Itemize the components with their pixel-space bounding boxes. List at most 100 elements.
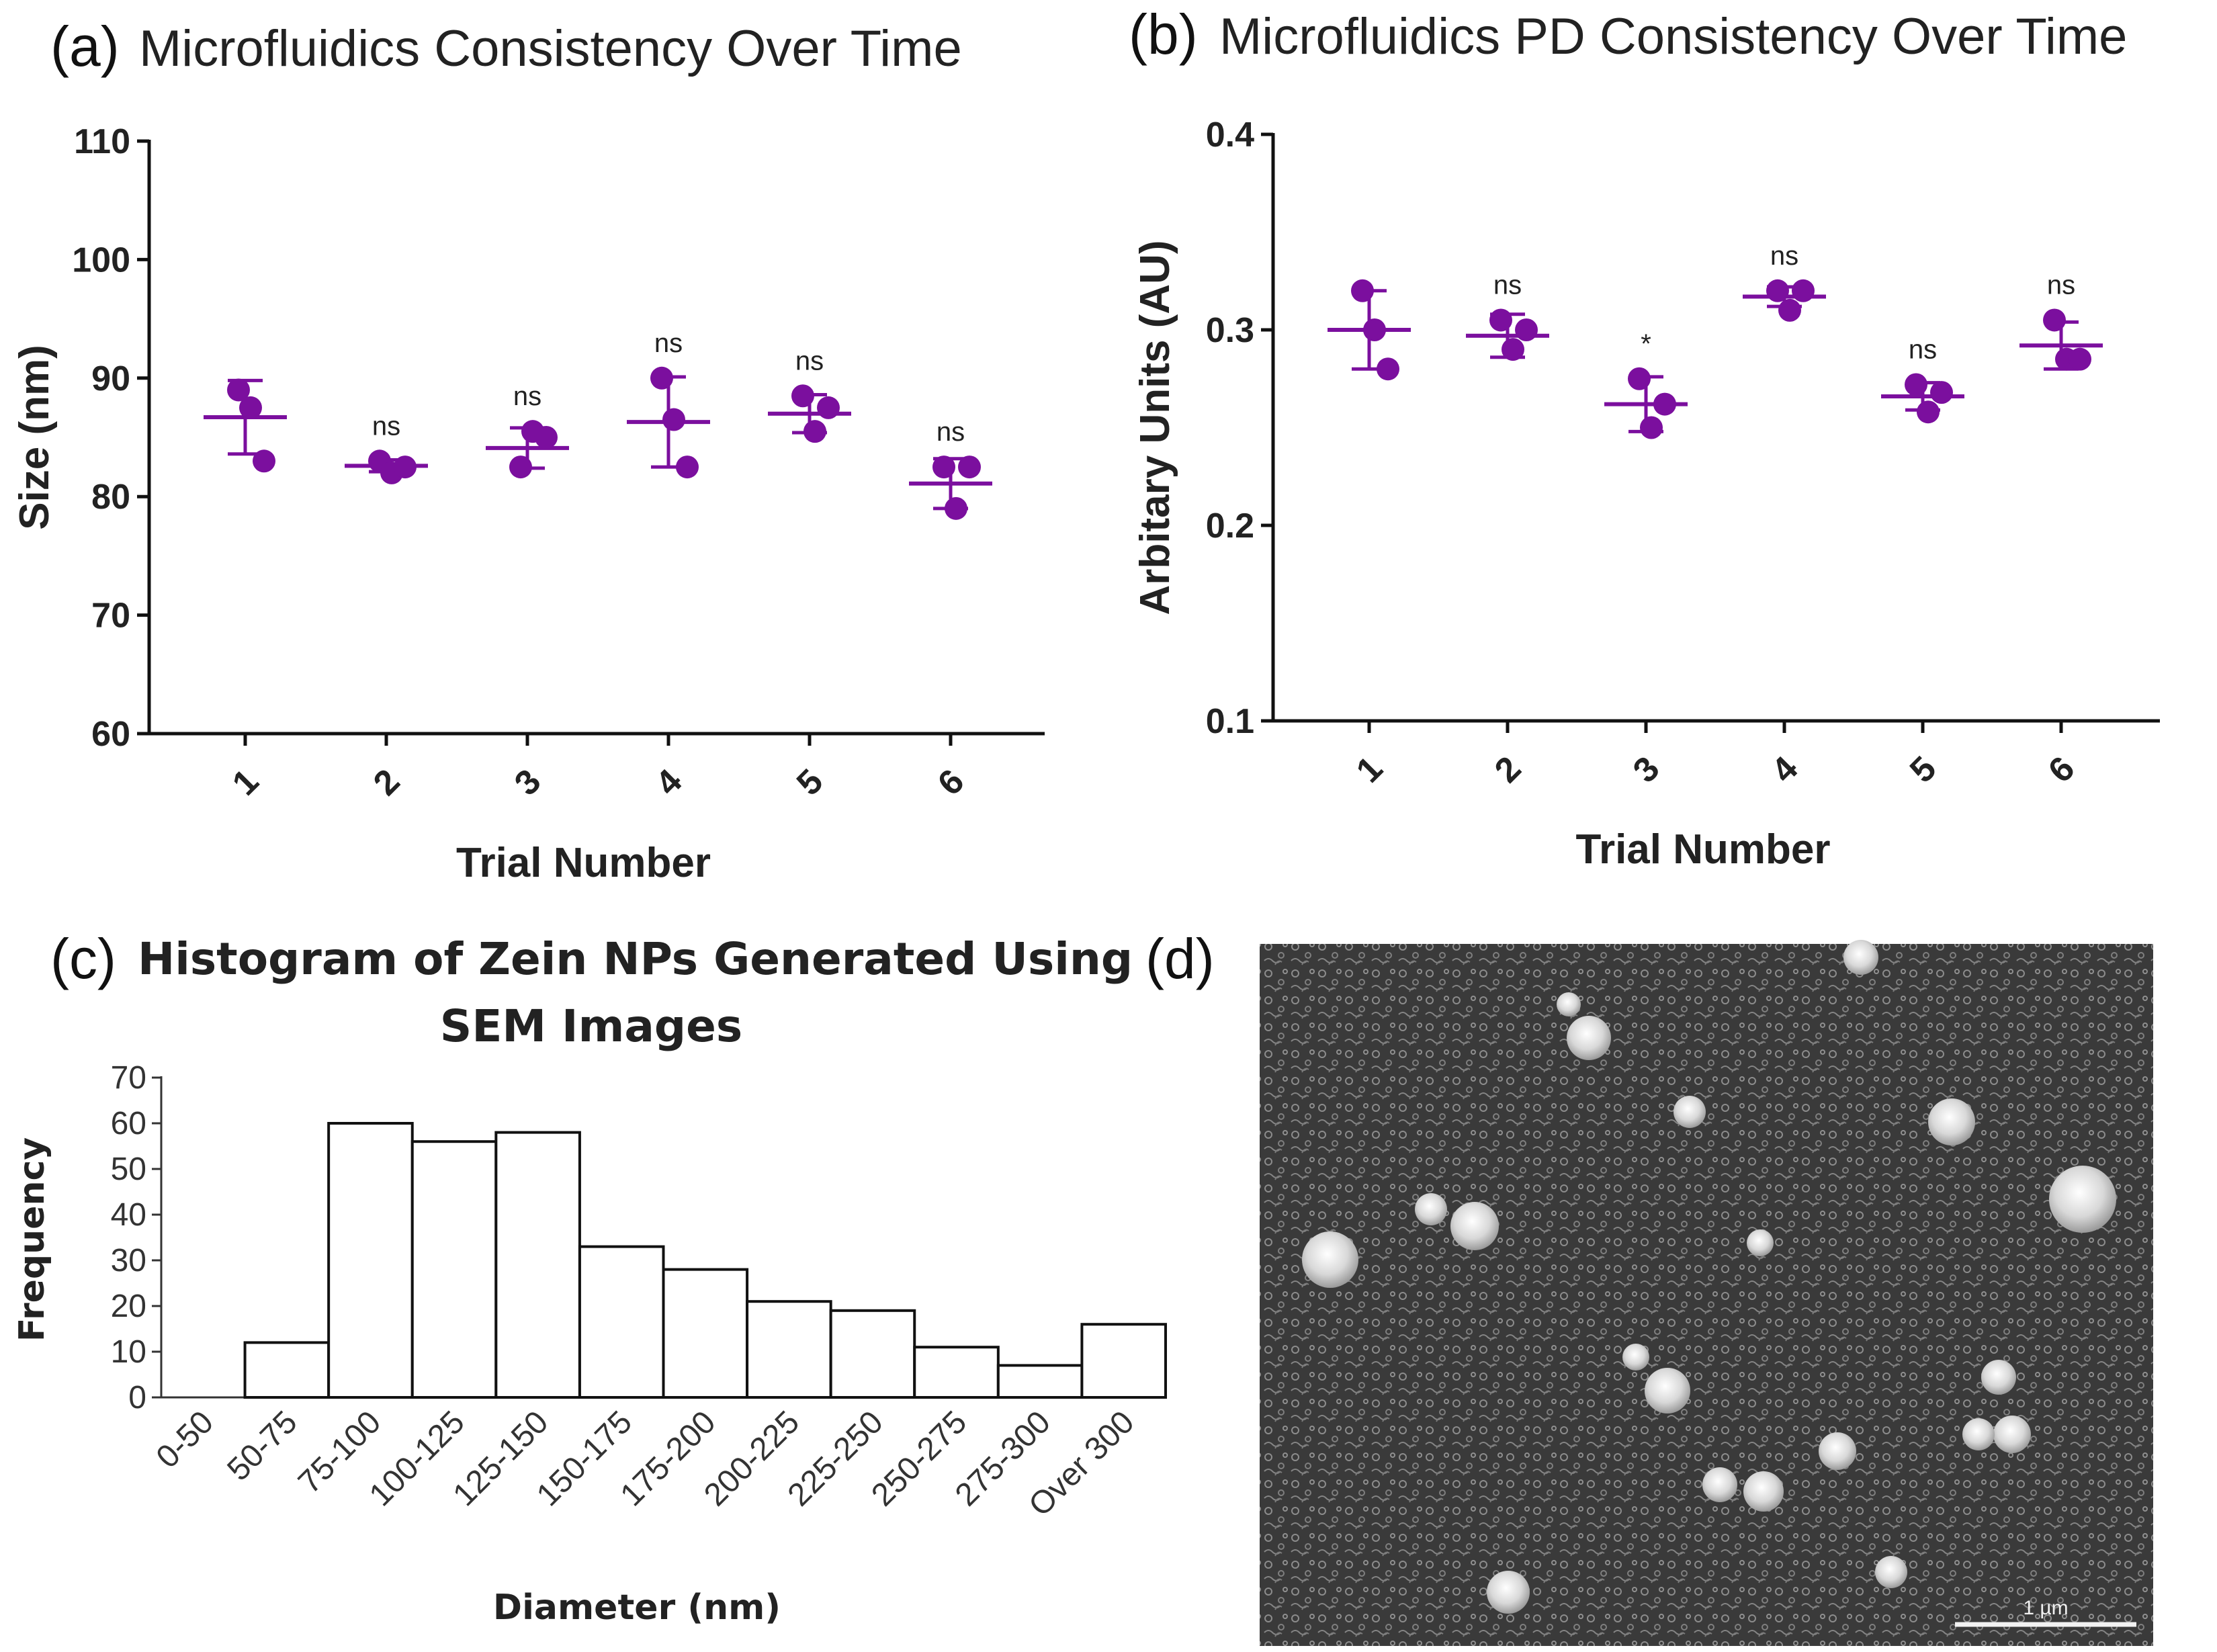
chart-a: 60 70 80 90 100 110 1 2 ns 3 ns 4 ns 5 ns 6 ns Trial Numb…: [11, 122, 1045, 886]
data-point: [803, 420, 826, 443]
nanoparticle: [1747, 1229, 1774, 1256]
x-tick-label: 2: [366, 762, 407, 803]
data-point: [2069, 347, 2091, 371]
data-point: [1363, 318, 1386, 341]
data-point: [932, 455, 955, 479]
x-tick-label: 2: [1487, 749, 1528, 790]
data-point: [509, 455, 532, 479]
panel-a-letter: (a): [50, 15, 120, 78]
data-point: [1640, 416, 1663, 439]
panel-c-letter: (c): [50, 927, 116, 990]
panel-c-title-line2: SEM Images: [440, 1000, 742, 1052]
panel-c: (c) Histogram of Zein NPs Generated Usin…: [12, 927, 1167, 1628]
y-tick-label: 10: [111, 1334, 146, 1370]
x-axis-title: Trial Number: [1576, 826, 1831, 873]
x-tick-label: 3: [1626, 749, 1667, 790]
y-tick-label: 90: [91, 359, 130, 398]
data-point: [945, 496, 967, 520]
histogram-bar: [578, 1245, 665, 1399]
data-point: [676, 455, 699, 479]
x-tick-label: 0-50: [150, 1404, 220, 1475]
nanoparticle: [1981, 1360, 2016, 1395]
sem-image: 1 µm: [1260, 940, 2153, 1646]
significance-label: ns: [2047, 270, 2075, 300]
y-axis-title: Size (nm): [11, 345, 58, 530]
histogram-bar: [1080, 1323, 1167, 1399]
data-point: [817, 396, 840, 419]
x-tick-label: 6: [2041, 749, 2082, 790]
data-point: [1778, 298, 1801, 322]
nanoparticle: [1843, 940, 1878, 975]
y-tick-label: 20: [111, 1289, 146, 1324]
x-tick-label: 3: [507, 762, 548, 803]
nanoparticle: [1557, 992, 1581, 1016]
significance-label: ns: [795, 346, 824, 376]
data-point: [1515, 318, 1538, 341]
nanoparticle: [1302, 1231, 1358, 1288]
data-point: [239, 396, 262, 419]
nanoparticle: [1645, 1368, 1690, 1414]
panel-d: (d) 1 µm: [1145, 927, 2153, 1646]
y-tick-label: 0.3: [1206, 311, 1254, 350]
data-point: [1930, 381, 1953, 404]
panel-d-letter: (d): [1145, 927, 1215, 990]
data-point: [662, 408, 685, 431]
y-axis-title: Frequency: [12, 1137, 52, 1342]
data-point: [535, 426, 558, 449]
data-point: [1917, 400, 1940, 424]
significance-label: ns: [937, 417, 965, 447]
nanoparticle: [1875, 1556, 1907, 1588]
significance-label: *: [1641, 329, 1651, 359]
nanoparticle: [1743, 1471, 1784, 1512]
x-tick-label: 5: [789, 762, 830, 803]
data-point: [1351, 279, 1374, 302]
histogram-bar: [327, 1122, 414, 1399]
nanoparticle: [1993, 1416, 2031, 1453]
nanoparticle: [1702, 1467, 1737, 1502]
x-tick-label: 4: [1764, 749, 1806, 791]
data-point: [227, 378, 250, 402]
histogram-bar: [996, 1364, 1084, 1399]
significance-label: ns: [513, 382, 541, 411]
x-axis-title: Trial Number: [456, 840, 711, 886]
y-tick-label: 0.2: [1206, 507, 1254, 546]
histogram-bar: [243, 1341, 331, 1399]
y-tick-label: 40: [111, 1197, 146, 1233]
scale-bar-label: 1 µm: [2023, 1597, 2068, 1619]
x-tick-label: 1: [1349, 749, 1390, 790]
data-point: [1377, 357, 1399, 381]
data-point: [1628, 367, 1651, 390]
nanoparticle: [1819, 1432, 1856, 1470]
data-point: [650, 366, 673, 390]
y-tick-label: 50: [111, 1151, 146, 1187]
nanoparticle: [1567, 1016, 1611, 1060]
nanoparticle: [1622, 1344, 1649, 1371]
significance-label: ns: [1909, 335, 1937, 364]
data-point: [1792, 279, 1815, 302]
panel-a-title: Microfluidics Consistency Over Time: [139, 20, 962, 77]
y-axis-title: Arbitary Units (AU): [1132, 240, 1178, 615]
x-tick-label: 5: [1903, 749, 1944, 790]
data-point: [1653, 392, 1676, 416]
data-point: [2043, 308, 2066, 332]
y-tick-label: 30: [111, 1243, 146, 1278]
nanoparticle: [1962, 1418, 1995, 1450]
y-tick-label: 60: [91, 715, 130, 754]
y-tick-label: 110: [74, 122, 130, 161]
histogram-bar: [494, 1131, 581, 1399]
data-point: [958, 455, 981, 479]
significance-label: ns: [1770, 241, 1798, 271]
y-tick-label: 80: [91, 478, 130, 517]
panel-b: (b) Microfluidics PD Consistency Over Ti…: [1129, 3, 2160, 873]
histogram-bar: [662, 1268, 749, 1399]
panel-b-title: Microfluidics PD Consistency Over Time: [1219, 8, 2127, 65]
histogram-bar: [746, 1300, 832, 1399]
nanoparticle: [1487, 1571, 1530, 1614]
data-point: [1502, 338, 1524, 361]
x-tick-label: 1: [225, 762, 266, 803]
y-tick-label: 0.1: [1206, 702, 1254, 741]
panel-b-letter: (b): [1129, 3, 1198, 66]
significance-label: ns: [1493, 270, 1522, 300]
